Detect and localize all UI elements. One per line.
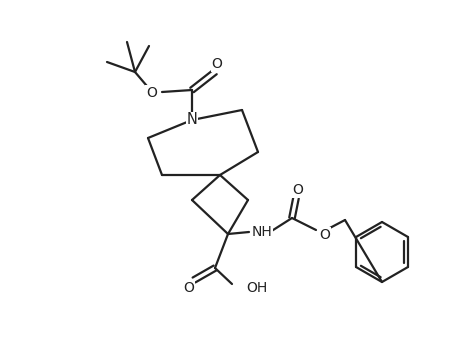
Text: O: O [184, 281, 195, 295]
Text: O: O [292, 183, 304, 197]
Text: O: O [319, 228, 330, 242]
Text: N: N [187, 113, 197, 128]
Text: O: O [212, 57, 222, 71]
Text: OH: OH [246, 281, 267, 295]
Text: NH: NH [252, 225, 273, 239]
Text: O: O [146, 86, 157, 100]
